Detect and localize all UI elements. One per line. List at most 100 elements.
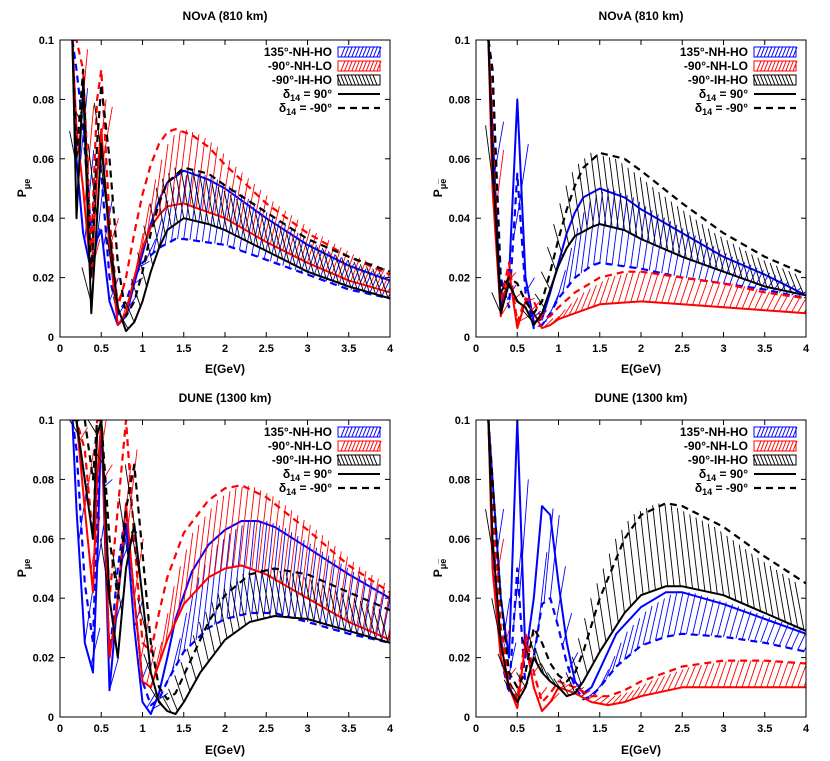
nh-lo-hatch-line: [698, 279, 709, 306]
legend-swatch-hatch-line: [351, 426, 357, 438]
legend-label-rest: = 90°: [716, 87, 748, 101]
nh-135-hatch-line: [704, 598, 715, 636]
nh-135-hatch-line: [195, 175, 206, 241]
ih-ho-hatch-line: [714, 232, 724, 272]
ih-ho-hatch-line: [285, 230, 296, 266]
y-axis-label-sub: μe̅: [438, 178, 448, 189]
ih-ho-hatch-line: [794, 581, 805, 631]
x-tick-label: 2.5: [675, 723, 690, 735]
legend-swatch-hatch-line: [365, 60, 371, 72]
nh-lo-hatch-line: [288, 515, 299, 588]
ih-ho-hatch-line: [794, 273, 805, 296]
nh-lo-hatch-line: [251, 490, 262, 570]
ih-ho-hatch-line: [633, 513, 644, 595]
chart-title: DUNE (1300 km): [179, 391, 272, 405]
nh-lo-hatch-line: [201, 508, 212, 585]
panel-dune-antineutrino: DUNE (1300 km) 0 0.5 1 1.5 2 2.5 3 3.5 4 0 0.02 0.0…: [431, 391, 810, 757]
nh-135-hatch-line: [276, 528, 287, 614]
ih-ho-hatch-line: [335, 590, 346, 630]
nh-lo-hatch-line: [797, 297, 806, 313]
ih-ho-hatch-line: [378, 270, 389, 298]
legend-label: -90°-IH-HO: [272, 73, 332, 87]
ih-ho-hatch-line: [316, 246, 327, 279]
ih-ho-hatch-line: [149, 203, 160, 248]
ih-ho-hatch-line: [608, 157, 619, 229]
nh-135-hatch-line: [661, 594, 672, 639]
legend-swatch-hatch-line: [354, 440, 360, 452]
nh-135-hatch-line: [704, 246, 715, 281]
legend-swatch-hatch-line: [376, 46, 382, 58]
nh-135-hatch-line: [685, 593, 696, 635]
ih-ho-hatch-line: [236, 577, 247, 626]
nh-lo-hatch-line: [574, 292, 585, 314]
axis-ticks: 0 0.5 1 1.5 2 2.5 3 3.5 4 0 0.02 0.04 0.06 0.08 0.1: [449, 35, 810, 355]
legend-swatch-hatch-line: [770, 46, 776, 58]
nh-lo-hatch-line: [729, 660, 740, 688]
y-axis-label-main: P: [15, 189, 29, 197]
nh-135-hatch-line: [183, 595, 194, 652]
ih-ho-hatch-line: [372, 268, 383, 297]
legend-swatch-hatch-line: [372, 440, 378, 452]
nh-lo-hatch-line: [673, 276, 684, 304]
ih-ho-hatch-line: [769, 262, 780, 290]
y-tick-label: 0.04: [33, 213, 55, 225]
legend-swatch-hatch-line: [344, 60, 350, 72]
nh-lo-hatch-line: [704, 663, 715, 688]
nh-135-hatch-line: [232, 525, 243, 618]
legend-swatch-hatch-line: [372, 426, 378, 438]
nh-lo-hatch: [494, 538, 806, 710]
ih-ho-curve-dashed: [71, 40, 390, 318]
legend-swatch-hatch-line: [344, 440, 350, 452]
nh-lo-hatch-line: [735, 660, 746, 688]
legend-swatch-hatch-line: [781, 60, 787, 72]
legend-label: -90°-NH-LO: [268, 439, 332, 453]
legend-swatch-hatch-line: [340, 454, 346, 466]
ih-ho-hatch-line: [161, 695, 172, 713]
ih-ho-hatch-line: [701, 520, 712, 593]
ih-ho-hatch-line: [522, 638, 533, 666]
ih-ho-hatch-line: [683, 210, 694, 261]
nh-lo-hatch-line: [685, 665, 696, 688]
ih-ho-hatch-line: [267, 568, 278, 617]
legend-swatch-hatch-line: [781, 426, 787, 438]
nh-lo-hatch-line: [685, 278, 696, 305]
ih-ho-hatch-line: [199, 621, 209, 662]
legend-swatch-hatch-line: [756, 60, 762, 72]
ih-ho-hatch-line: [217, 593, 228, 639]
nh-lo-hatch-line: [760, 660, 771, 688]
ih-ho-hatch-line: [584, 158, 595, 227]
legend-swatch-hatch-line: [350, 74, 356, 86]
ih-ho-hatch-line: [738, 544, 749, 606]
ih-ho-hatch-line: [223, 190, 234, 235]
ih-ho-hatch-line: [359, 601, 370, 637]
ih-ho-hatch-line: [627, 167, 638, 237]
legend-swatch-hatch-line: [361, 454, 367, 466]
legend-label: δ14 = 90°: [283, 87, 332, 103]
ih-ho-curve-solid: [71, 40, 390, 333]
ih-ho-hatch-line: [726, 535, 737, 601]
nh-lo-hatch-line: [307, 529, 317, 599]
ih-ho-hatch-line: [763, 260, 774, 289]
ih-ho-hatch-line: [571, 172, 582, 233]
nh-lo-hatch-line: [331, 551, 342, 613]
ih-ho-hatch-line: [559, 678, 570, 696]
x-tick-label: 1: [555, 723, 561, 735]
nh-135-hatch-line: [692, 595, 703, 635]
x-tick-label: 2.5: [259, 343, 274, 355]
nh-lo-hatch-line: [139, 616, 150, 661]
nh-lo-hatch-line: [729, 284, 740, 308]
legend-swatch-hatch-line: [336, 454, 342, 466]
legend-swatch-hatch-line: [362, 440, 368, 452]
nh-lo-hatch: [494, 149, 806, 328]
ih-ho-hatch-line: [534, 647, 545, 675]
ih-ho-hatch-line: [658, 503, 669, 587]
legend-swatch-hatch-line: [372, 60, 378, 72]
ih-ho-hatch-line: [298, 238, 308, 272]
ih-ho-hatch-line: [291, 234, 302, 269]
ih-ho-hatch-line: [100, 538, 110, 599]
nh-lo-hatch-line: [344, 254, 355, 279]
ih-ho-hatch-line: [689, 514, 700, 590]
